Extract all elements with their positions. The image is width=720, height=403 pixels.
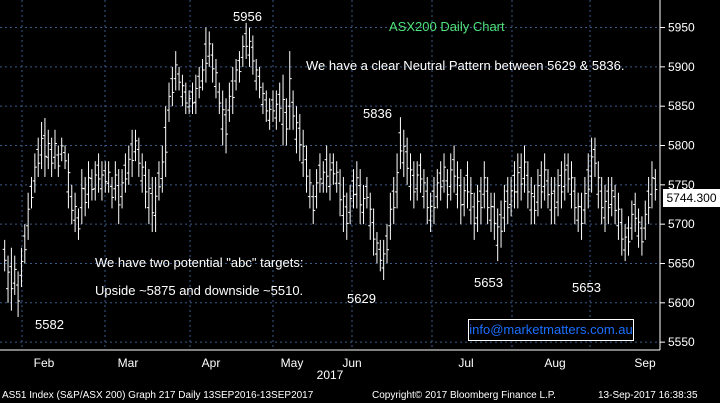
annotation-peak: 5956	[233, 9, 262, 24]
footer-bar: AS51 Index (S&P/ASX 200) Graph 217 Daily…	[0, 389, 720, 403]
x-month-label: Aug	[544, 356, 565, 370]
targets-title-note: We have two potential "abc" targets:	[95, 255, 304, 270]
neutral-pattern-note: We have a clear Neutral Pattern between …	[306, 58, 625, 73]
x-month-label: Sep	[634, 356, 656, 370]
y-tick-label: 5600	[668, 296, 695, 310]
annotation-low-aug: 5653	[572, 280, 601, 295]
x-month-label: May	[281, 356, 304, 370]
x-month-label: Feb	[34, 356, 55, 370]
y-tick-label: 5800	[668, 139, 695, 153]
y-tick-label: 5850	[668, 99, 695, 113]
annotation-low-feb: 5582	[35, 317, 64, 332]
y-tick-label: 5900	[668, 60, 695, 74]
email-link[interactable]: info@marketmatters.com.au	[468, 319, 634, 341]
last-price-label: 5744.300	[663, 189, 720, 207]
price-bars	[2, 22, 658, 317]
y-axis: 5550 5600 5650 5700 5750 5800 5850 5900 5950	[659, 0, 695, 350]
y-tick-label: 5700	[668, 217, 695, 231]
y-tick-label: 5650	[668, 256, 695, 270]
y-tick-label: 5550	[668, 335, 695, 349]
footer-left-text: AS51 Index (S&P/ASX 200) Graph 217 Daily…	[2, 390, 314, 401]
x-axis: Feb Mar Apr May Jun Jul Aug Sep	[0, 349, 660, 370]
chart-title: ASX200 Daily Chart	[389, 19, 505, 34]
y-tick-label: 5750	[668, 178, 695, 192]
annotation-low-jun: 5629	[347, 291, 376, 306]
x-month-label: Mar	[118, 356, 139, 370]
year-label: 2017	[316, 368, 344, 382]
targets-detail-note: Upside ~5875 and downside ~5510.	[95, 283, 304, 298]
x-month-label: Apr	[202, 356, 221, 370]
x-month-label: Jun	[342, 356, 361, 370]
footer-copyright: Copyright© 2017 Bloomberg Finance L.P.	[372, 390, 556, 401]
footer-timestamp: 13-Sep-2017 16:38:35	[598, 390, 698, 401]
x-month-label: Jul	[458, 356, 473, 370]
annotation-mid-high: 5836	[363, 106, 392, 121]
annotation-low-jul: 5653	[474, 275, 503, 290]
y-tick-label: 5950	[668, 21, 695, 35]
